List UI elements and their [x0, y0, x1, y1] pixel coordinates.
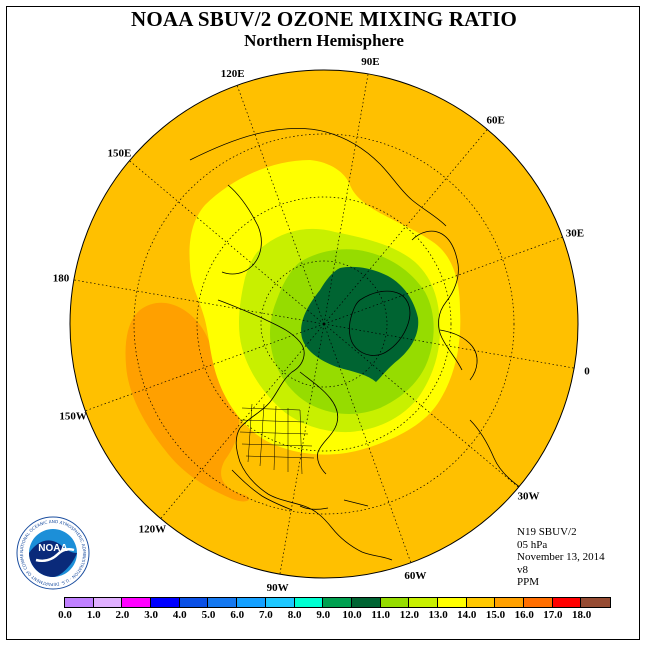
map-title: NOAA SBUV/2 OZONE MIXING RATIO: [131, 7, 517, 31]
colorbar-swatch: [294, 598, 324, 607]
longitude-label: 150E: [108, 147, 132, 159]
colorbar-tick-label: 8.0: [287, 609, 302, 621]
colorbar-tick-label: 13.0: [428, 609, 448, 621]
longitude-label: 30E: [566, 228, 584, 240]
colorbar: [64, 597, 612, 608]
longitude-labels: 90E 60E 30E 0 30W 60W 90W 120W 150W 180 150E 120E: [53, 56, 590, 594]
longitude-label: 90W: [267, 582, 289, 594]
colorbar-swatch: [179, 598, 209, 607]
colorbar-swatch: [93, 598, 123, 607]
ozone-contour-14: [125, 302, 250, 502]
plot-frame: [6, 6, 640, 640]
colorbar-swatch: [208, 598, 238, 607]
colorbar-tick-label: 15.0: [485, 609, 506, 621]
colorbar-swatch: [65, 598, 94, 607]
longitude-label: 150W: [59, 410, 87, 422]
longitude-label: 60E: [486, 114, 504, 126]
instrument-text: N19 SBUV/2: [517, 526, 577, 538]
colorbar-tick-label: 16.0: [514, 609, 534, 621]
colorbar-tick-label: 12.0: [399, 609, 420, 621]
colorbar-tick-label: 4.0: [172, 609, 187, 621]
colorbar-tick-label: 5.0: [201, 609, 216, 621]
colorbar-swatch: [265, 598, 295, 607]
longitude-label: 60W: [404, 570, 426, 582]
longitude-label: 90E: [361, 56, 379, 68]
colorbar-tick-label: 9.0: [316, 609, 331, 621]
longitude-label: 180: [53, 273, 70, 285]
colorbar-swatch: [237, 598, 266, 607]
longitude-label: 120E: [221, 68, 245, 80]
logo-text: NOAA: [38, 543, 67, 554]
noaa-logo: NATIONAL OCEANIC AND ATMOSPHERIC ADMINIS…: [16, 516, 90, 590]
colorbar-swatch: [380, 598, 410, 607]
colorbar-ticks: 0.0 1.0 2.0 3.0 4.0 5.0 6.0 7.0 8.0 9.0 10.0 11.0 12…: [0, 609, 648, 623]
colorbar-swatch: [151, 598, 180, 607]
colorbar-tick-label: 7.0: [259, 609, 273, 621]
colorbar-tick-label: 17.0: [543, 609, 563, 621]
longitude-label: 120W: [139, 524, 167, 536]
latitude-circles: [133, 133, 515, 515]
version-text: v8: [517, 563, 528, 576]
colorbar-tick-label: 1.0: [86, 609, 101, 621]
date-text: November 13, 2014: [517, 551, 605, 563]
longitude-label: 30W: [518, 491, 540, 503]
level-text: 05 hPa: [517, 538, 548, 551]
colorbar-swatch: [581, 598, 611, 607]
colorbar-tick-label: 3.0: [144, 609, 158, 621]
colorbar-tick-label: 18.0: [571, 609, 592, 621]
colorbar-tick-label: 6.0: [230, 609, 245, 621]
colorbar-swatch: [552, 598, 582, 607]
colorbar-swatch: [495, 598, 524, 607]
colorbar-tick-label: 0.0: [58, 609, 72, 621]
colorbar-swatch: [524, 598, 553, 607]
map-boundary: [69, 69, 579, 579]
colorbar-swatch: [466, 598, 496, 607]
ozone-contour-10: [301, 266, 419, 382]
colorbar-swatch: [122, 598, 152, 607]
longitude-label: 0: [584, 365, 590, 377]
colorbar-tick-label: 14.0: [457, 609, 477, 621]
colorbar-tick-label: 11.0: [371, 609, 391, 621]
colorbar-tick-label: 10.0: [342, 609, 362, 621]
colorbar-swatch: [351, 598, 381, 607]
colorbar-swatch: [323, 598, 352, 607]
colorbar-swatch: [437, 598, 467, 607]
colorbar-swatch: [409, 598, 438, 607]
colorbar-tick-label: 2.0: [115, 609, 130, 621]
units-text: PPM: [517, 576, 540, 588]
info-panel: N19 SBUV/2 05 hPa November 13, 2014 v8 P…: [517, 526, 605, 589]
map-subtitle: Northern Hemisphere: [244, 31, 404, 50]
